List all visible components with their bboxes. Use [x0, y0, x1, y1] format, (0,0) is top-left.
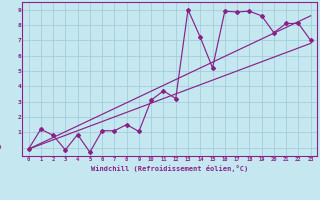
- Text: -0: -0: [0, 145, 2, 150]
- X-axis label: Windchill (Refroidissement éolien,°C): Windchill (Refroidissement éolien,°C): [91, 165, 248, 172]
